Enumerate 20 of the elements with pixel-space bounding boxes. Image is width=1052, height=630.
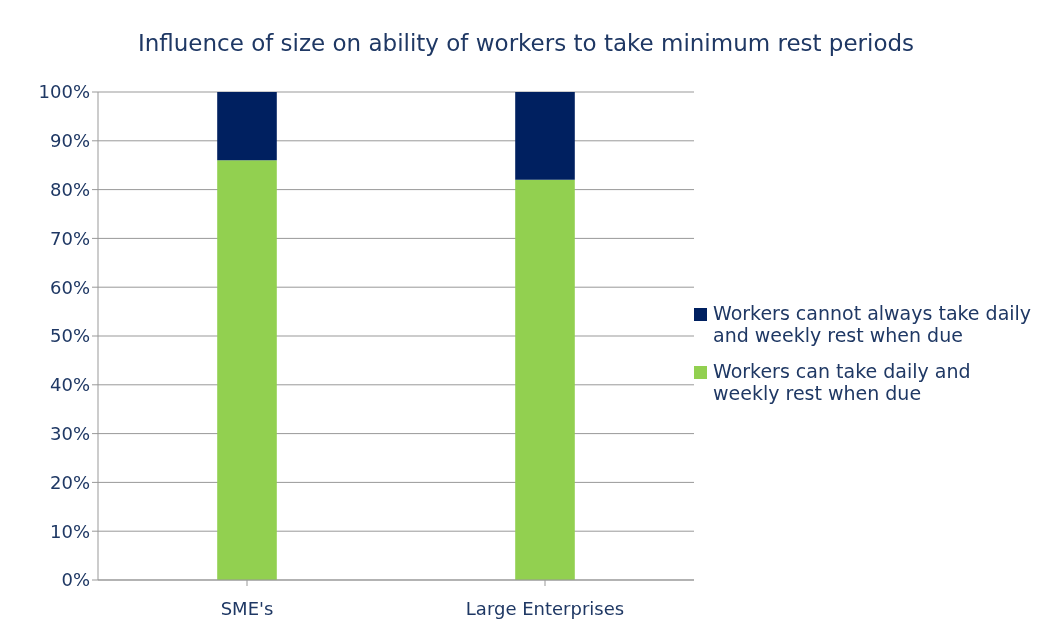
bar (217, 92, 277, 161)
y-tick-label: 40% (49, 374, 90, 396)
y-tick-label: 70% (49, 227, 90, 249)
y-tick-label: 80% (49, 178, 90, 200)
y-tick-label: 0% (61, 569, 90, 591)
x-tick-label: Large Enterprises (465, 597, 625, 619)
legend-label: Workers cannot always take daily and weekly rest when due (713, 302, 1033, 346)
y-tick-label: 90% (49, 130, 90, 152)
x-tick-label: SME's (220, 597, 274, 619)
y-tick-label: 10% (49, 520, 90, 542)
y-tick-label: 20% (49, 471, 90, 493)
y-tick-label: 30% (49, 422, 90, 444)
y-tick-label: 60% (49, 276, 90, 298)
bar (515, 92, 575, 180)
legend-label: Workers can take daily and weekly rest when due (713, 360, 972, 404)
chart-title: Influence of size on ability of workers to take minimum rest periods (136, 29, 916, 58)
y-tick-label: 100% (38, 81, 90, 103)
y-tick-label: 50% (49, 325, 90, 347)
bar (515, 179, 575, 580)
bar (217, 160, 277, 580)
